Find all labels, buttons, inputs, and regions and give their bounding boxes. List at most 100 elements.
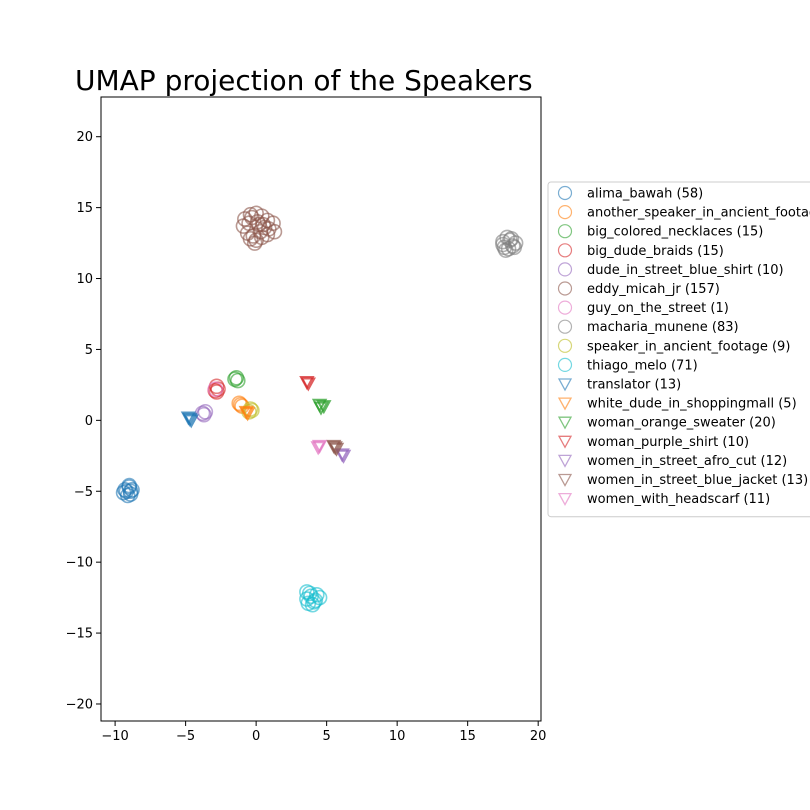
legend-label: eddy_micah_jr (157) [587,282,720,297]
plot-frame [100,96,542,722]
y-tick-label: 20 [76,130,93,145]
legend-label: another_speaker_in_ancient_footage [587,206,810,221]
legend-entry: thiago_melo (71) [557,357,698,373]
legend-label: big_dude_braids (15) [587,244,724,259]
legend-box [547,181,810,518]
series-11 [238,405,256,422]
series-13 [299,376,316,392]
data-point [242,231,259,247]
legend-marker [557,205,573,220]
x-tick-label: 0 [252,729,260,744]
series-15 [326,439,345,457]
series-0 [115,477,140,504]
legend-marker [557,185,573,201]
legend-label: woman_purple_shirt (10) [587,435,749,450]
x-tick-label: 5 [323,729,331,744]
legend-marker [557,281,573,296]
series-6 [207,381,224,397]
series-9 [299,584,328,613]
legend-label: alima_bawah (58) [587,187,703,202]
x-tick-label: 15 [459,729,476,744]
legend-label: thiago_melo (71) [587,358,698,373]
x-tick-label: −10 [101,729,128,744]
data-point [308,586,325,603]
data-point [229,372,246,389]
legend-entry: eddy_micah_jr (157) [557,281,720,297]
data-point [299,591,315,607]
legend-entry: translator (13) [557,378,681,393]
series-12 [311,398,332,416]
data-point [316,400,332,415]
legend-label: women_in_street_blue_jacket (13) [587,473,808,488]
legend-entry: guy_on_the_street (1) [557,300,729,316]
data-point [207,381,224,397]
legend-marker [557,224,573,239]
y-tick-label: 15 [76,201,93,216]
data-point [251,216,267,233]
legend-entry: alima_bawah (58) [557,185,703,202]
legend-marker [557,262,573,277]
legend-label: big_colored_necklaces (15) [587,225,763,240]
legend-marker [557,397,573,411]
legend-marker [557,338,573,353]
legend-marker [557,243,573,258]
legend-entry: another_speaker_in_ancient_footage [557,205,810,221]
data-point [300,377,316,392]
legend-label: guy_on_the_street (1) [587,301,729,316]
data-point [124,482,140,498]
y-tick-label: 5 [85,343,93,358]
y-tick-label: 10 [76,272,93,287]
legend-entry: woman_orange_sweater (20) [557,416,776,431]
legend-label: speaker_in_ancient_footage (9) [587,339,790,354]
legend-marker [557,454,573,468]
legend-entry: white_dude_in_shoppingmall (5) [557,397,797,412]
data-point [328,442,345,457]
plot-area [115,205,524,613]
data-point [121,477,138,494]
data-point [495,236,511,253]
legend-marker [557,357,573,372]
legend-label: women_in_street_afro_cut (12) [587,454,787,469]
x-tick-label: 20 [530,729,547,744]
series-5 [235,205,283,251]
y-tick-label: −10 [66,556,93,571]
y-tick-label: −20 [66,697,93,712]
x-tick-label: −5 [176,729,195,744]
legend-marker [557,492,573,506]
data-point [306,594,322,610]
data-point [183,414,199,429]
data-point [246,235,263,251]
legend-entry: women_with_headscarf (11) [557,492,770,507]
data-point [313,401,329,416]
data-point [311,439,328,454]
legend-label: women_with_headscarf (11) [587,492,770,507]
y-tick-label: 0 [85,414,93,429]
series-4 [194,404,214,423]
series-7 [495,229,524,258]
legend-label: dude_in_street_blue_shirt (10) [587,263,784,278]
series-14 [334,448,352,464]
data-point [122,483,139,500]
x-tick-label: 10 [389,729,406,744]
y-tick-label: −5 [74,485,93,500]
chart-title: UMAP projection of the Speakers [75,64,533,97]
legend-entry: macharia_munene (83) [557,319,739,335]
data-point [239,407,256,422]
series-16 [310,439,328,456]
legend-label: white_dude_in_shoppingmall (5) [587,397,797,412]
legend-marker [557,473,573,487]
legend-marker [557,319,573,334]
series-2 [227,369,246,389]
legend: alima_bawah (58) another_speaker_in_ancie… [547,181,810,518]
data-point [326,439,342,454]
legend-entry: big_dude_braids (15) [557,243,724,259]
data-point [506,239,523,256]
data-point [335,449,352,464]
legend-marker [557,435,573,449]
legend-label: macharia_munene (83) [587,320,739,335]
legend-marker [557,378,573,392]
data-point [117,482,133,498]
legend-entry: speaker_in_ancient_footage (9) [557,338,790,354]
legend-marker [557,300,573,315]
